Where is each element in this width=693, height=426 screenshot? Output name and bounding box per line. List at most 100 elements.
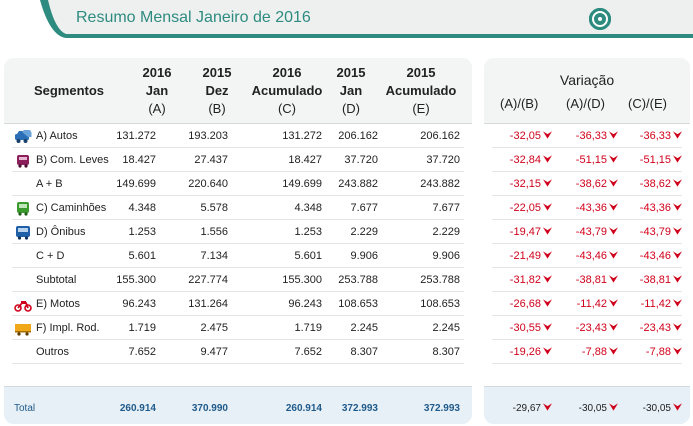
down-arrow-icon [607,172,618,196]
down-arrow-icon [607,220,618,244]
down-arrow-icon [607,316,618,340]
variation-header-ad: (A)/(D) [566,96,605,111]
table-cell: 2.245 [432,322,460,334]
variation-row: -21,49 -43,46 -43,46 [484,244,690,268]
variation-value: -43,36 [575,202,607,214]
total-row: Total 260.914 370.990 260.914 372.993 37… [4,386,472,424]
table-cell: 9.906 [432,250,460,262]
down-arrow-icon [607,268,618,292]
row-divider [492,291,682,292]
variation-row: -19,47 -43,79 -43,79 [484,220,690,244]
down-arrow-icon [607,244,618,268]
table-cell: 2.245 [350,322,378,334]
row-divider [12,195,464,196]
segment-label-text: D) Ônibus [36,226,86,238]
row-divider [492,147,682,148]
segment-label: C) Caminhões [14,196,106,220]
table-cell: 5.601 [294,250,322,262]
variation-title: Variação [559,72,615,88]
total-variation-row: -29,67 -30,05 -30,05 [484,386,690,424]
variation-value: -32,15 [509,178,541,190]
down-arrow-icon [607,403,618,414]
variation-cell: -36,33 [576,124,618,148]
variation-cell: -43,36 [640,196,682,220]
down-arrow-icon [541,268,552,292]
table-cell: 18.427 [122,154,156,166]
variation-value: -11,42 [576,298,607,310]
table-cell: 5.578 [200,202,228,214]
table-cell: 253.788 [338,274,378,286]
variation-value: -43,36 [639,202,671,214]
row-divider [492,315,682,316]
segment-label-text: F) Impl. Rod. [36,322,100,334]
variation-cell: -31,82 [510,268,552,292]
variation-row: -26,68 -11,42 -11,42 [484,292,690,316]
row-divider [12,363,464,364]
variation-cell: -43,46 [640,244,682,268]
down-arrow-icon [671,316,682,340]
table-cell: 7.134 [200,250,228,262]
variation-body-background [484,124,690,386]
table-cell: 96.243 [122,298,156,310]
table-cell: 8.307 [432,346,460,358]
variation-row: -19,26 -7,88 -7,88 [484,340,690,364]
variation-value: -36,33 [575,130,607,142]
segment-label-text: C) Caminhões [36,202,107,214]
segment-label: A + B [36,172,63,196]
table-cell: 9.477 [200,346,228,358]
table-cell: 7.652 [294,346,322,358]
table-row: F) Impl. Rod. 1.719 2.475 1.719 2.245 2.245 [4,316,472,340]
variation-cell: -21,49 [510,244,552,268]
variation-value: -32,84 [509,154,541,166]
down-arrow-icon [541,340,552,364]
total-variation-value: -30,05 [578,403,607,414]
table-cell: 4.348 [128,202,156,214]
segment-label-text: Outros [36,346,70,358]
header-segmentos: Segmentos [33,83,105,98]
row-divider [12,243,464,244]
table-cell: 108.653 [420,298,460,310]
down-arrow-icon [607,196,618,220]
table-cell: 8.307 [350,346,378,358]
segment-label-text: E) Motos [36,298,81,310]
variation-panel: Variação (A)/(B) (A)/(D) (C)/(E) -32,05-… [484,58,690,424]
table-cell: 27.437 [194,154,228,166]
down-arrow-icon [671,268,682,292]
variation-value: -31,82 [509,274,541,286]
variation-cell: -43,79 [576,220,618,244]
table-cell: 7.677 [350,202,378,214]
variation-value: -36,33 [639,130,671,142]
total-variation-value: -29,67 [512,403,541,414]
table-row: A + B 149.699 220.640 149.699 243.882 243.882 [4,172,472,196]
variation-value: -11,42 [640,298,671,310]
variation-cell: -36,33 [640,124,682,148]
motorcycle-icon [14,297,32,312]
total-value-d: 372.993 [341,403,378,414]
down-arrow-icon [541,148,552,172]
table-row: B) Com. Leves 18.427 27.437 18.427 37.720 37.… [4,148,472,172]
variation-value: -43,46 [639,250,671,262]
down-arrow-icon [671,196,682,220]
table-cell: 1.556 [200,226,228,238]
variation-cell: -11,42 [577,292,618,316]
row-divider [12,291,464,292]
variation-cell: -30,55 [510,316,552,340]
segment-label: D) Ônibus [14,220,86,244]
variation-value: -23,43 [639,322,671,334]
segment-label: B) Com. Leves [14,148,109,172]
table-cell: 96.243 [288,298,322,310]
row-divider [492,219,682,220]
row-divider [12,147,464,148]
row-divider [12,267,464,268]
row-divider [492,171,682,172]
table-cell: 155.300 [116,274,156,286]
logo-strip [588,7,690,33]
table-cell: 37.720 [426,154,460,166]
variation-value: -43,79 [575,226,607,238]
down-arrow-icon [671,220,682,244]
table-cell: 2.475 [200,322,228,334]
header-col-a-period: Jan [145,83,169,98]
table-cell: 131.264 [188,298,228,310]
header-col-b-code: (B) [208,101,226,116]
header-col-c: 2016 Acumulado (C) [242,64,332,118]
